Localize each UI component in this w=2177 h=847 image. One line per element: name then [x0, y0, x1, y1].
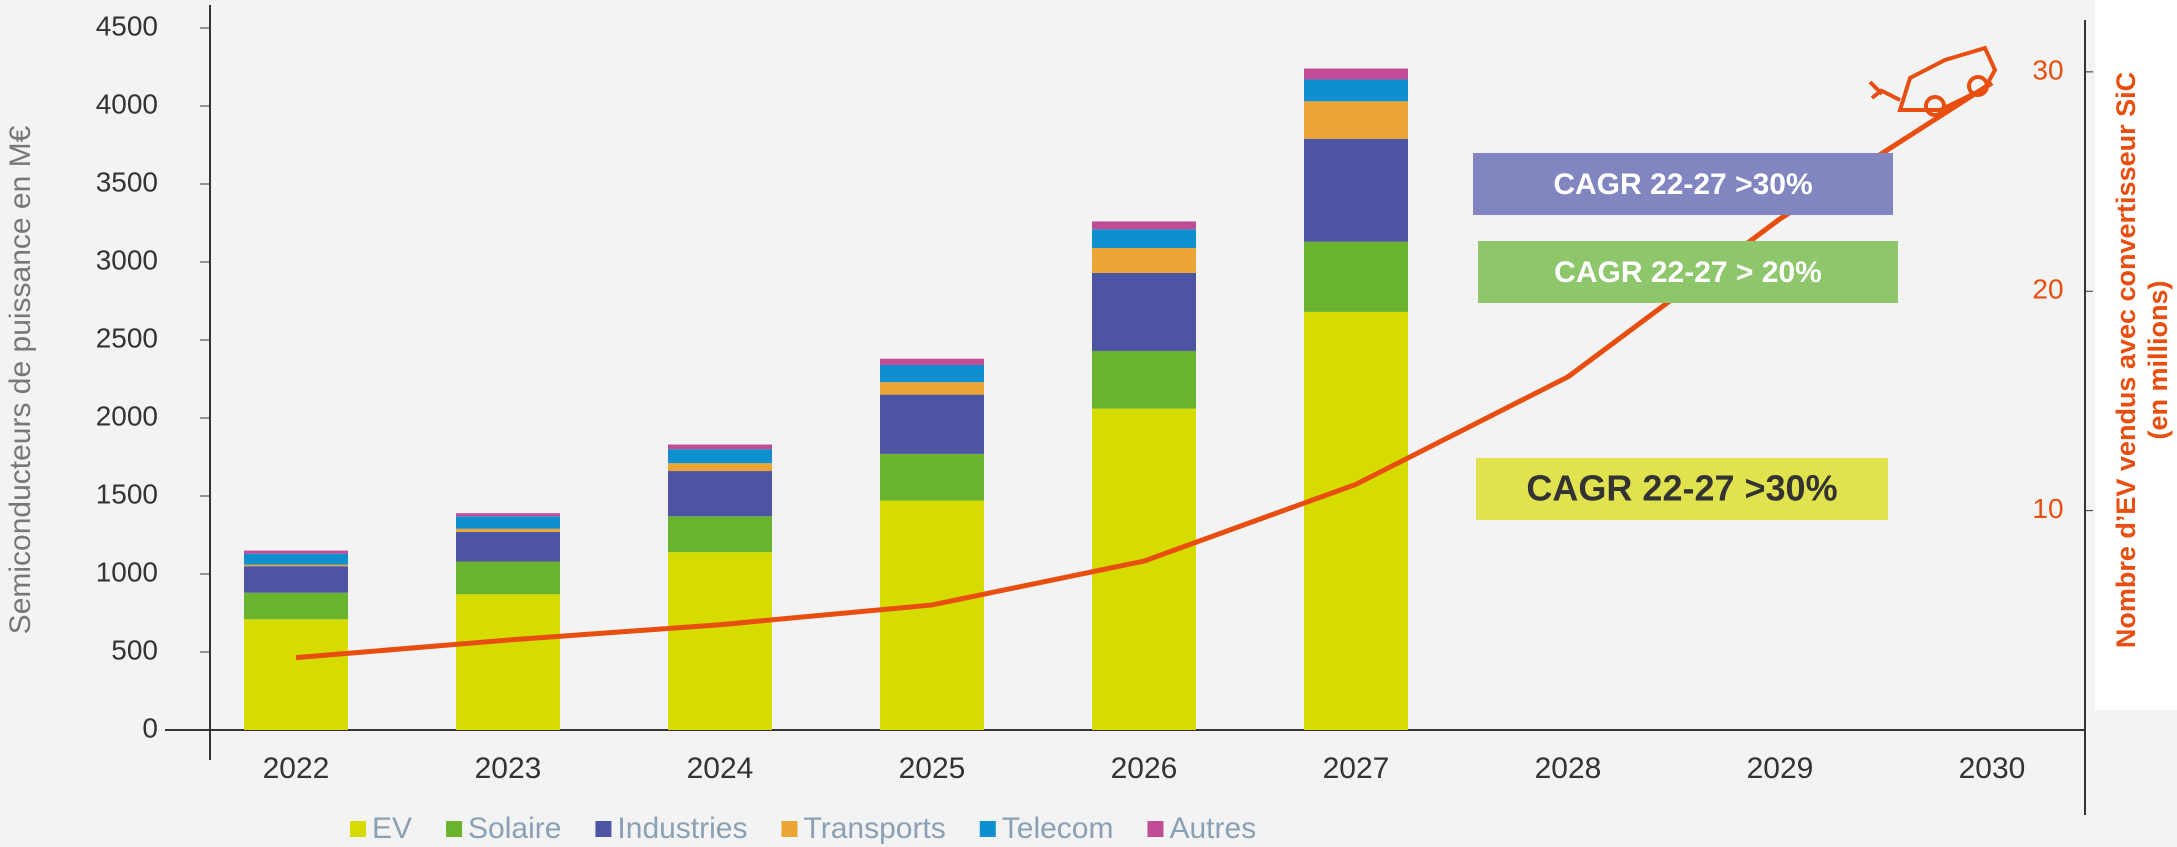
bar-segment	[1092, 272, 1196, 351]
legend-swatch	[595, 821, 612, 837]
annotation-text: CAGR 22-27 >30%	[1526, 468, 1837, 509]
bar-segment	[1304, 68, 1408, 80]
bar-segment	[668, 552, 772, 730]
bar-segment	[1092, 350, 1196, 409]
y2-tick-label: 10	[2032, 493, 2063, 524]
y-tick-label: 3500	[96, 166, 158, 197]
bar-segment	[880, 394, 984, 454]
bar-segment	[668, 444, 772, 450]
y2-tick-label: 30	[2032, 54, 2063, 85]
car-icon	[1868, 45, 1998, 117]
y-axis-label: Semiconducteurs de puissance en M€	[4, 125, 37, 634]
bar-segment	[880, 453, 984, 501]
y-tick-label: 3000	[96, 244, 158, 275]
bar-segment	[456, 516, 560, 529]
legend-swatch	[446, 821, 463, 837]
legend-swatch	[350, 821, 366, 837]
x-tick-label: 2028	[1535, 752, 1602, 785]
bar-segment	[456, 594, 560, 730]
y-tick-label: 500	[111, 634, 158, 665]
bar-segment	[668, 516, 772, 553]
y2-axis-label: Nombre d’EV vendus avec convertisseur Si…	[2111, 72, 2141, 648]
y-tick-label: 4000	[96, 88, 158, 119]
bar-segment	[244, 566, 348, 593]
annotation-box	[1478, 241, 1898, 303]
x-tick-label: 2029	[1747, 752, 1814, 785]
bar-segment	[1092, 247, 1196, 273]
bar-segment	[244, 592, 348, 620]
bar-segment	[244, 550, 348, 554]
y-tick-label: 2000	[96, 400, 158, 431]
bar-segment	[1092, 229, 1196, 248]
bar-segment	[880, 364, 984, 383]
x-tick-label: 2026	[1111, 752, 1178, 785]
legend-swatch	[979, 821, 996, 837]
annotation-text: CAGR 22-27 > 20%	[1554, 256, 1822, 289]
y2-tick-label: 20	[2032, 274, 2063, 305]
legend-swatch	[1147, 821, 1164, 837]
legend-label: Solaire	[468, 812, 561, 845]
bar-segment	[1304, 79, 1408, 102]
legend-label: Telecom	[1002, 812, 1114, 845]
x-tick-label: 2024	[687, 752, 754, 785]
y-tick-label: 0	[142, 712, 158, 743]
bar-segment	[244, 619, 348, 730]
x-tick-label: 2025	[899, 752, 966, 785]
bar-segment	[456, 513, 560, 517]
y-tick-label: 1000	[96, 556, 158, 587]
bar-segment	[1304, 138, 1408, 242]
bar-segment	[1304, 241, 1408, 312]
x-tick-label: 2023	[475, 752, 542, 785]
bar-segment	[880, 358, 984, 365]
x-tick-label: 2022	[263, 752, 330, 785]
bar-segment	[880, 500, 984, 730]
legend-label: Autres	[1169, 812, 1256, 845]
bar-segment	[880, 382, 984, 395]
y2-axis-label: (en millions)	[2143, 280, 2173, 439]
y-tick-label: 2500	[96, 322, 158, 353]
y-tick-label: 4500	[96, 10, 158, 41]
bar-segment	[668, 449, 772, 464]
right-label-panel	[2095, 0, 2177, 710]
bar-segment	[1304, 311, 1408, 730]
annotation-box	[1476, 458, 1888, 520]
bar-segment	[456, 561, 560, 595]
x-tick-label: 2027	[1323, 752, 1390, 785]
x-tick-label: 2030	[1959, 752, 2026, 785]
y-tick-label: 1500	[96, 478, 158, 509]
bar-segment	[244, 564, 348, 567]
bar-segment	[668, 471, 772, 517]
legend-label: Transports	[804, 812, 946, 845]
bar-segment	[456, 528, 560, 532]
legend-swatch	[781, 821, 798, 837]
annotation-box	[1473, 153, 1893, 215]
bar-segment	[668, 463, 772, 472]
annotation-text: CAGR 22-27 >30%	[1553, 168, 1812, 201]
bar-segment	[456, 531, 560, 562]
legend-label: Industries	[617, 812, 747, 845]
bar-segment	[244, 553, 348, 565]
legend-label: EV	[372, 812, 412, 845]
bar-segment	[1092, 221, 1196, 230]
bar-segment	[1304, 101, 1408, 139]
